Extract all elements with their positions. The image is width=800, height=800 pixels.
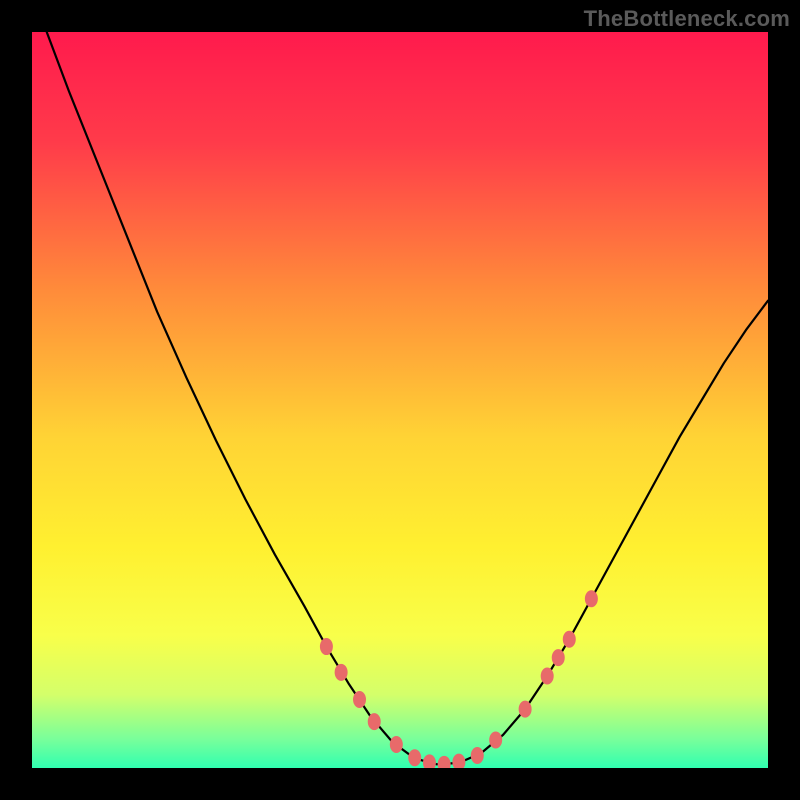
data-marker <box>335 664 348 681</box>
data-marker <box>368 713 381 730</box>
data-marker <box>541 668 554 685</box>
chart-frame: TheBottleneck.com <box>0 0 800 800</box>
data-marker <box>471 747 484 764</box>
data-marker <box>408 749 421 766</box>
data-marker <box>353 691 366 708</box>
data-marker <box>552 649 565 666</box>
data-marker <box>489 732 502 749</box>
data-marker <box>320 638 333 655</box>
data-marker <box>390 736 403 753</box>
data-marker <box>585 590 598 607</box>
plot-area <box>32 32 768 768</box>
data-marker <box>519 701 532 718</box>
data-marker <box>563 631 576 648</box>
plot-background <box>32 32 768 768</box>
watermark-text: TheBottleneck.com <box>584 6 790 32</box>
